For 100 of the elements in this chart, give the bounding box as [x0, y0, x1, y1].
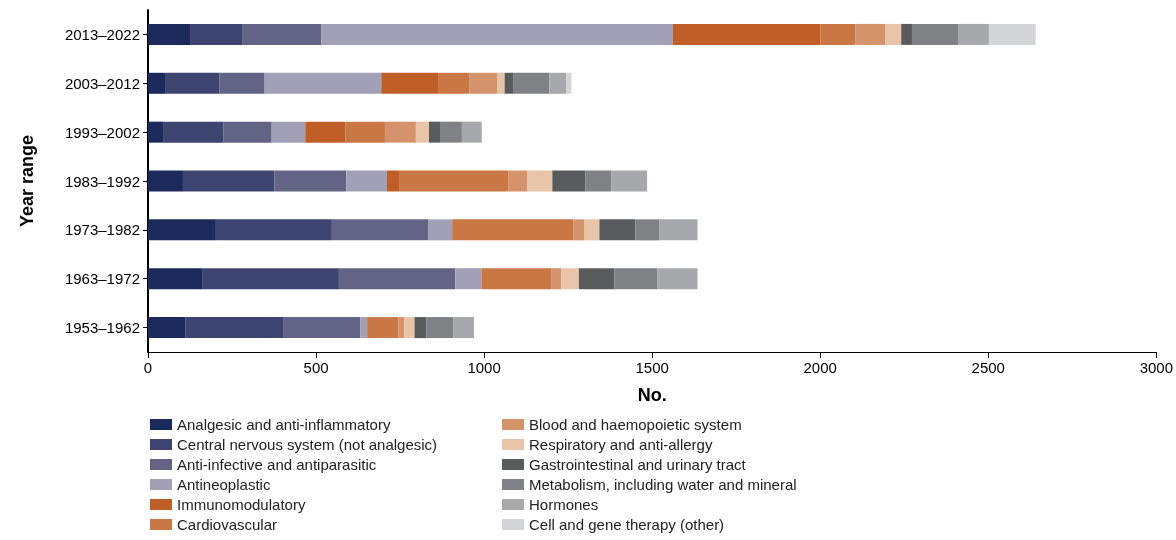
- bar: [271, 121, 306, 143]
- bar: [215, 219, 332, 241]
- bar: [321, 23, 673, 45]
- bar: [404, 317, 415, 339]
- bar: [885, 23, 902, 45]
- x-tick-label: 1000: [467, 359, 501, 376]
- bar: [455, 268, 482, 290]
- bar: [346, 170, 387, 192]
- bar: [657, 268, 698, 290]
- bar: [274, 170, 347, 192]
- y-tick-label: 1973–1982: [64, 221, 140, 239]
- bar: [659, 219, 698, 241]
- bar: [513, 72, 550, 94]
- legend-label: Anti-infective and antiparasitic: [177, 456, 377, 473]
- legend-label: Blood and haemopoietic system: [529, 416, 742, 433]
- bar: [305, 121, 346, 143]
- legend-label: Hormones: [529, 496, 599, 513]
- legend-label: Cardiovascular: [177, 516, 278, 533]
- bar: [148, 23, 191, 45]
- bar: [504, 72, 514, 94]
- bar: [242, 23, 322, 45]
- bar: [611, 170, 648, 192]
- bar: [453, 317, 475, 339]
- bar: [414, 317, 427, 339]
- bar: [223, 121, 272, 143]
- x-tick-label: 0: [143, 359, 153, 376]
- bar: [584, 219, 600, 241]
- x-tick-label: 2500: [971, 359, 1005, 376]
- bar: [345, 121, 385, 143]
- x-tick-label: 500: [303, 359, 329, 376]
- bar: [673, 23, 821, 45]
- x-axis-title: No.: [637, 385, 667, 405]
- bar: [202, 268, 339, 290]
- y-tick-label: 2003–2012: [64, 74, 140, 92]
- bar: [338, 268, 456, 290]
- bar: [958, 23, 989, 45]
- bar: [165, 72, 220, 94]
- legend-label: Central nervous system (not analgesic): [177, 436, 438, 453]
- bar: [566, 72, 572, 94]
- bar: [182, 170, 275, 192]
- bar: [635, 219, 660, 241]
- bar: [360, 317, 368, 339]
- legend-label: Cell and gene therapy (other): [529, 516, 725, 533]
- bar: [148, 72, 166, 94]
- x-tick-label: 3000: [1139, 359, 1173, 376]
- bar: [148, 170, 183, 192]
- legend-label: Respiratory and anti-allergy: [529, 436, 713, 453]
- bar: [190, 23, 243, 45]
- legend-label: Antineoplastic: [177, 476, 271, 493]
- bar: [481, 268, 552, 290]
- bar: [988, 23, 1036, 45]
- y-axis-title: Year range: [17, 134, 37, 228]
- bar: [614, 268, 658, 290]
- y-tick-label: 1963–1972: [64, 270, 140, 288]
- bar: [438, 72, 470, 94]
- bar: [527, 170, 553, 192]
- bar: [331, 219, 428, 241]
- bar: [585, 170, 612, 192]
- legend-label: Analgesic and anti-inflammatory: [177, 416, 391, 433]
- bar: [469, 72, 498, 94]
- bar: [219, 72, 265, 94]
- bar: [440, 121, 462, 143]
- bar: [367, 317, 399, 339]
- bar: [551, 268, 562, 290]
- bar: [427, 219, 453, 241]
- bar: [415, 121, 429, 143]
- bar: [148, 121, 164, 143]
- bar: [508, 170, 528, 192]
- bar: [426, 317, 454, 339]
- y-tick-label: 1983–1992: [64, 172, 140, 190]
- bar: [497, 72, 505, 94]
- bar: [163, 121, 224, 143]
- bar: [399, 170, 509, 192]
- x-tick-label: 2000: [803, 359, 837, 376]
- bar: [561, 268, 579, 290]
- bar: [599, 219, 636, 241]
- bar: [283, 317, 361, 339]
- bar: [264, 72, 382, 94]
- bar: [901, 23, 912, 45]
- bar: [820, 23, 856, 45]
- bar: [452, 219, 574, 241]
- bar: [386, 170, 400, 192]
- x-tick-label: 1500: [635, 359, 669, 376]
- bar: [855, 23, 886, 45]
- y-tick-label: 1953–1962: [64, 319, 140, 337]
- bar: [461, 121, 482, 143]
- legend-label: Gastrointestinal and urinary tract: [529, 456, 747, 473]
- y-tick-label: 2013–2022: [64, 25, 140, 43]
- bar: [573, 219, 585, 241]
- bar: [148, 268, 203, 290]
- bar: [552, 170, 586, 192]
- bar: [549, 72, 567, 94]
- bar: [381, 72, 439, 94]
- legend-label: Metabolism, including water and mineral: [529, 476, 797, 493]
- bar: [384, 121, 416, 143]
- bar: [578, 268, 615, 290]
- legend-label: Immunomodulatory: [177, 496, 306, 513]
- bar: [148, 219, 216, 241]
- bar: [911, 23, 959, 45]
- y-tick-label: 1993–2002: [64, 123, 140, 141]
